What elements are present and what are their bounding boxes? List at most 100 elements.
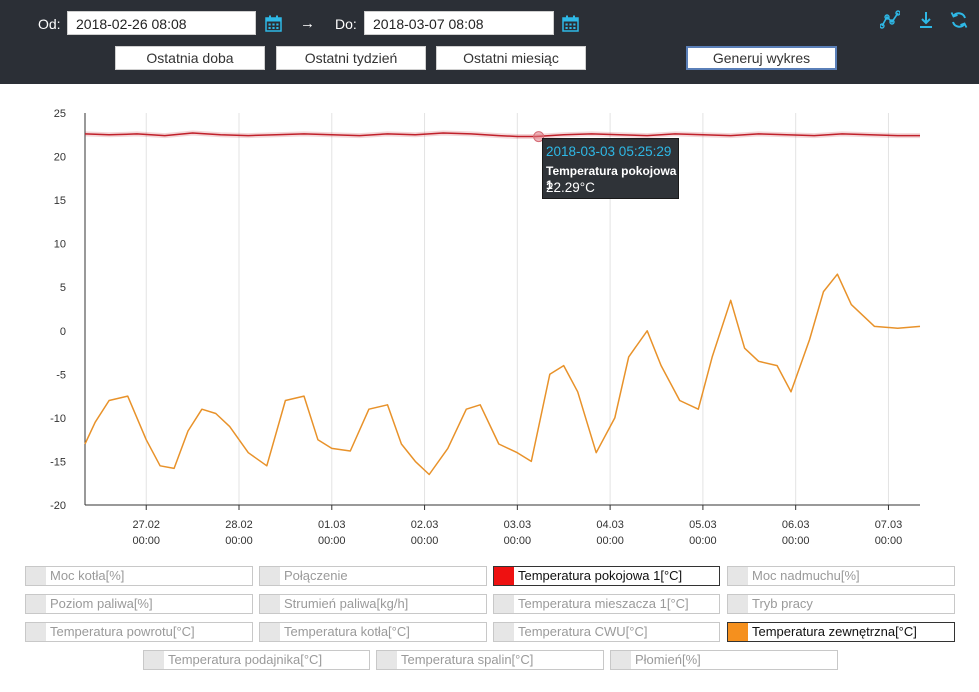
legend-swatch <box>728 623 748 641</box>
legend-label: Temperatura spalin[°C] <box>401 652 534 667</box>
legend-label: Temperatura CWU[°C] <box>518 624 648 639</box>
from-calendar-icon[interactable] <box>265 15 282 32</box>
legend-label: Tryb pracy <box>752 596 813 611</box>
x-axis: 27.02 00:00 28.02 00:00 01.03 00:00 02.03 00:00… <box>85 504 920 547</box>
x-tick-label: 01.03 <box>318 519 346 531</box>
legend-label: Moc kotła[%] <box>50 568 125 583</box>
legend-item-moc-kotla[interactable]: Moc kotła[%] <box>25 566 253 586</box>
last-month-button[interactable]: Ostatni miesiąc <box>436 46 586 70</box>
to-calendar-icon[interactable] <box>562 15 579 32</box>
y-tick-label: -10 <box>50 413 66 425</box>
x-tick-time-label: 00:00 <box>689 535 717 547</box>
x-tick-label: 07.03 <box>875 519 903 531</box>
tooltip-time: 2018-03-03 05:25:29 <box>546 144 672 159</box>
legend-item-temperatura-powrotu[interactable]: Temperatura powrotu[°C] <box>25 622 253 642</box>
refresh-icon[interactable] <box>949 10 969 30</box>
y-tick-label: 10 <box>54 239 66 251</box>
x-tick-time-label: 00:00 <box>596 535 624 547</box>
legend-item-poziom-paliwa[interactable]: Poziom paliwa[%] <box>25 594 253 614</box>
legend-item-temperatura-pokojowa[interactable]: Temperatura pokojowa 1[°C] <box>493 566 720 586</box>
legend-swatch <box>26 567 46 585</box>
legend-item-temperatura-kotla[interactable]: Temperatura kotła[°C] <box>259 622 487 642</box>
legend-label: Połączenie <box>284 568 348 583</box>
x-tick-time-label: 00:00 <box>875 535 903 547</box>
legend-item-temperatura-mieszacza[interactable]: Temperatura mieszacza 1[°C] <box>493 594 720 614</box>
x-tick-time-label: 00:00 <box>411 535 439 547</box>
last-week-button[interactable]: Ostatni tydzień <box>276 46 426 70</box>
y-tick-label: 20 <box>54 152 66 164</box>
legend-label: Płomień[%] <box>635 652 701 667</box>
tooltip-value: 22.29°C <box>546 180 595 195</box>
x-tick-label: 27.02 <box>132 519 160 531</box>
chart-grid <box>145 113 889 505</box>
y-tick-label: 25 <box>54 108 66 120</box>
x-tick-label: 04.03 <box>596 519 624 531</box>
x-tick-label: 06.03 <box>782 519 810 531</box>
legend-label: Strumień paliwa[kg/h] <box>284 596 409 611</box>
legend-swatch <box>26 623 46 641</box>
series-line-0 <box>84 132 920 138</box>
arrow-right-icon: → <box>300 15 315 32</box>
legend-item-temperatura-zewnetrzna[interactable]: Temperatura zewnętrzna[°C] <box>727 622 955 642</box>
legend-swatch <box>377 651 397 669</box>
y-axis: 25 20 15 10 5 0 -5 -10 -15 -20 <box>50 108 86 512</box>
legend-label: Temperatura powrotu[°C] <box>50 624 195 639</box>
x-tick-label: 02.03 <box>411 519 439 531</box>
legend-item-temperatura-cwu[interactable]: Temperatura CWU[°C] <box>493 622 720 642</box>
x-tick-label: 03.03 <box>504 519 532 531</box>
y-tick-label: -15 <box>50 456 66 468</box>
from-date-input[interactable]: 2018-02-26 08:08 <box>67 11 256 35</box>
y-tick-label: -5 <box>56 369 66 381</box>
tooltip-marker <box>533 131 545 143</box>
x-tick-time-label: 00:00 <box>504 535 532 547</box>
x-tick-time-label: 00:00 <box>132 535 160 547</box>
legend-swatch <box>26 595 46 613</box>
legend-label: Temperatura zewnętrzna[°C] <box>752 624 917 639</box>
legend-label: Temperatura kotła[°C] <box>284 624 410 639</box>
legend-item-temperatura-podajnika[interactable]: Temperatura podajnika[°C] <box>143 650 370 670</box>
generate-chart-button[interactable]: Generuj wykres <box>686 46 837 70</box>
y-tick-label: 15 <box>54 195 66 207</box>
legend-swatch <box>144 651 164 669</box>
legend-label: Moc nadmuchu[%] <box>752 568 860 583</box>
legend-swatch <box>494 595 514 613</box>
legend-swatch <box>260 595 280 613</box>
x-tick-label: 28.02 <box>225 519 253 531</box>
x-tick-time-label: 00:00 <box>318 535 346 547</box>
legend-swatch <box>494 623 514 641</box>
series-line-1 <box>84 273 921 476</box>
legend-item-temperatura-spalin[interactable]: Temperatura spalin[°C] <box>376 650 604 670</box>
chart-series <box>84 130 921 476</box>
x-tick-label: 05.03 <box>689 519 717 531</box>
legend-item-polaczenie[interactable]: Połączenie <box>259 566 487 586</box>
legend-item-tryb-pracy[interactable]: Tryb pracy <box>727 594 955 614</box>
y-tick-label: 5 <box>60 282 66 294</box>
legend-swatch <box>728 567 748 585</box>
legend-label: Poziom paliwa[%] <box>50 596 153 611</box>
legend-label: Temperatura mieszacza 1[°C] <box>518 596 689 611</box>
chart-line-icon[interactable] <box>880 10 900 30</box>
x-tick-time-label: 00:00 <box>225 535 253 547</box>
legend-item-moc-nadmuchu[interactable]: Moc nadmuchu[%] <box>727 566 955 586</box>
chart-tooltip: 2018-03-03 05:25:29 Temperatura pokojowa… <box>542 138 679 199</box>
legend-swatch <box>728 595 748 613</box>
to-date-input[interactable]: 2018-03-07 08:08 <box>364 11 554 35</box>
legend-item-strumien-paliwa[interactable]: Strumień paliwa[kg/h] <box>259 594 487 614</box>
toolbar: Od: 2018-02-26 08:08 → Do: 2018-03-07 08… <box>0 0 979 84</box>
legend-swatch <box>260 623 280 641</box>
legend-label: Temperatura podajnika[°C] <box>168 652 323 667</box>
y-tick-label: 0 <box>60 326 66 338</box>
legend-swatch <box>494 567 514 585</box>
y-tick-label: -20 <box>50 500 66 512</box>
x-tick-time-label: 00:00 <box>782 535 810 547</box>
legend-item-plomien[interactable]: Płomień[%] <box>610 650 838 670</box>
tooltip-series: Temperatura pokojowa 1 <box>546 164 677 192</box>
legend-swatch <box>611 651 631 669</box>
from-label: Od: <box>38 16 61 32</box>
legend-swatch <box>260 567 280 585</box>
temperature-chart: 25 20 15 10 5 0 -5 -10 -15 -20 27.02 00:00 28.02 00:… <box>50 108 921 547</box>
last-day-button[interactable]: Ostatnia doba <box>115 46 265 70</box>
legend-label: Temperatura pokojowa 1[°C] <box>518 568 683 583</box>
to-label: Do: <box>335 16 357 32</box>
download-icon[interactable] <box>916 10 936 30</box>
